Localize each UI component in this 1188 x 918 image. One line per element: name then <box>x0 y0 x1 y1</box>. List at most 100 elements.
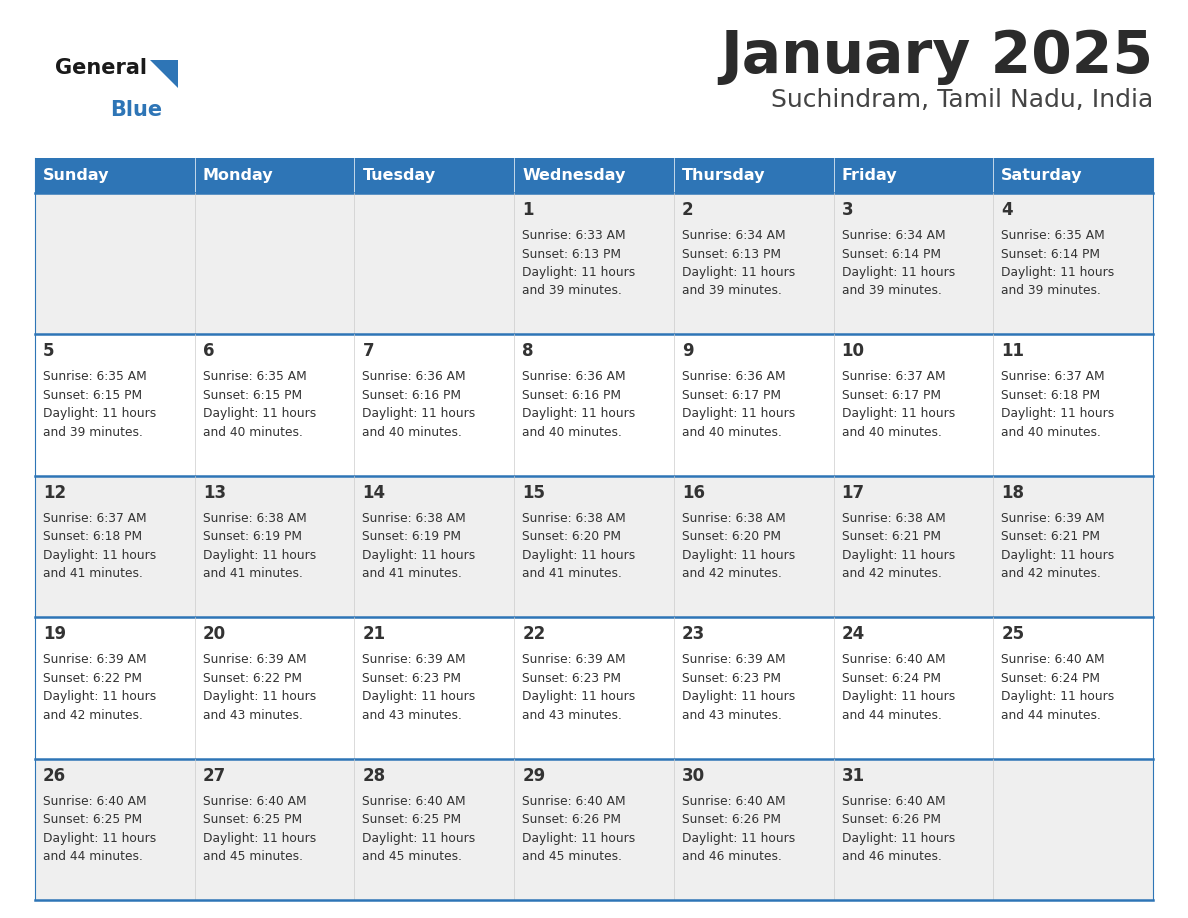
Text: Sunset: 6:14 PM: Sunset: 6:14 PM <box>841 248 941 261</box>
Text: Sunrise: 6:34 AM: Sunrise: 6:34 AM <box>841 229 946 242</box>
Text: and 40 minutes.: and 40 minutes. <box>523 426 623 439</box>
Text: Wednesday: Wednesday <box>523 168 626 183</box>
Text: and 41 minutes.: and 41 minutes. <box>523 567 623 580</box>
Text: 10: 10 <box>841 342 865 361</box>
Text: General: General <box>55 58 147 78</box>
Text: and 44 minutes.: and 44 minutes. <box>43 850 143 863</box>
Text: Sunrise: 6:35 AM: Sunrise: 6:35 AM <box>203 370 307 384</box>
Bar <box>34 758 1154 900</box>
Polygon shape <box>150 60 178 88</box>
Text: Sunset: 6:26 PM: Sunset: 6:26 PM <box>523 813 621 826</box>
Text: 9: 9 <box>682 342 694 361</box>
Text: Sunrise: 6:39 AM: Sunrise: 6:39 AM <box>523 654 626 666</box>
Text: 5: 5 <box>43 342 55 361</box>
Text: Sunset: 6:13 PM: Sunset: 6:13 PM <box>523 248 621 261</box>
Text: and 46 minutes.: and 46 minutes. <box>682 850 782 863</box>
Text: 22: 22 <box>523 625 545 644</box>
Text: Sunset: 6:22 PM: Sunset: 6:22 PM <box>43 672 143 685</box>
Text: 20: 20 <box>203 625 226 644</box>
Text: and 39 minutes.: and 39 minutes. <box>682 285 782 297</box>
Text: Sunset: 6:23 PM: Sunset: 6:23 PM <box>523 672 621 685</box>
Text: Sunrise: 6:40 AM: Sunrise: 6:40 AM <box>1001 654 1105 666</box>
Text: 25: 25 <box>1001 625 1024 644</box>
Text: Sunset: 6:25 PM: Sunset: 6:25 PM <box>43 813 143 826</box>
Text: and 42 minutes.: and 42 minutes. <box>682 567 782 580</box>
Text: Daylight: 11 hours: Daylight: 11 hours <box>682 266 795 279</box>
Text: Sunset: 6:24 PM: Sunset: 6:24 PM <box>841 672 941 685</box>
Text: Sunrise: 6:34 AM: Sunrise: 6:34 AM <box>682 229 785 242</box>
Text: Sunset: 6:26 PM: Sunset: 6:26 PM <box>682 813 781 826</box>
Text: Daylight: 11 hours: Daylight: 11 hours <box>362 690 475 703</box>
Text: Daylight: 11 hours: Daylight: 11 hours <box>1001 690 1114 703</box>
Text: Daylight: 11 hours: Daylight: 11 hours <box>841 549 955 562</box>
Text: and 39 minutes.: and 39 minutes. <box>1001 285 1101 297</box>
Text: and 40 minutes.: and 40 minutes. <box>841 426 941 439</box>
Text: Daylight: 11 hours: Daylight: 11 hours <box>523 408 636 420</box>
Text: 7: 7 <box>362 342 374 361</box>
Text: Daylight: 11 hours: Daylight: 11 hours <box>203 690 316 703</box>
Text: Daylight: 11 hours: Daylight: 11 hours <box>841 266 955 279</box>
Text: Sunrise: 6:38 AM: Sunrise: 6:38 AM <box>203 512 307 525</box>
Text: Sunset: 6:24 PM: Sunset: 6:24 PM <box>1001 672 1100 685</box>
Text: Daylight: 11 hours: Daylight: 11 hours <box>43 832 157 845</box>
Text: Daylight: 11 hours: Daylight: 11 hours <box>43 549 157 562</box>
Text: Sunday: Sunday <box>43 168 109 183</box>
Text: Daylight: 11 hours: Daylight: 11 hours <box>523 690 636 703</box>
Text: Saturday: Saturday <box>1001 168 1082 183</box>
Text: 21: 21 <box>362 625 386 644</box>
Text: Daylight: 11 hours: Daylight: 11 hours <box>682 832 795 845</box>
Text: and 41 minutes.: and 41 minutes. <box>203 567 303 580</box>
Text: Sunset: 6:23 PM: Sunset: 6:23 PM <box>362 672 461 685</box>
Text: Daylight: 11 hours: Daylight: 11 hours <box>682 408 795 420</box>
Text: and 43 minutes.: and 43 minutes. <box>203 709 303 722</box>
Text: Sunrise: 6:40 AM: Sunrise: 6:40 AM <box>43 795 146 808</box>
Text: Sunrise: 6:38 AM: Sunrise: 6:38 AM <box>682 512 785 525</box>
Text: and 40 minutes.: and 40 minutes. <box>362 426 462 439</box>
Text: Sunrise: 6:39 AM: Sunrise: 6:39 AM <box>203 654 307 666</box>
Text: Daylight: 11 hours: Daylight: 11 hours <box>203 549 316 562</box>
Text: Sunrise: 6:36 AM: Sunrise: 6:36 AM <box>523 370 626 384</box>
Text: Sunset: 6:19 PM: Sunset: 6:19 PM <box>362 531 461 543</box>
Text: Daylight: 11 hours: Daylight: 11 hours <box>523 832 636 845</box>
Text: Thursday: Thursday <box>682 168 765 183</box>
Text: 2: 2 <box>682 201 694 219</box>
Text: 13: 13 <box>203 484 226 502</box>
Text: 30: 30 <box>682 767 704 785</box>
Text: Friday: Friday <box>841 168 897 183</box>
Text: 14: 14 <box>362 484 386 502</box>
Text: Sunset: 6:20 PM: Sunset: 6:20 PM <box>682 531 781 543</box>
Text: and 43 minutes.: and 43 minutes. <box>523 709 623 722</box>
Text: and 40 minutes.: and 40 minutes. <box>1001 426 1101 439</box>
Text: Daylight: 11 hours: Daylight: 11 hours <box>523 549 636 562</box>
Text: Sunset: 6:21 PM: Sunset: 6:21 PM <box>1001 531 1100 543</box>
Text: 12: 12 <box>43 484 67 502</box>
Text: Sunset: 6:18 PM: Sunset: 6:18 PM <box>43 531 143 543</box>
Text: 16: 16 <box>682 484 704 502</box>
Text: Sunset: 6:18 PM: Sunset: 6:18 PM <box>1001 389 1100 402</box>
Text: Sunset: 6:22 PM: Sunset: 6:22 PM <box>203 672 302 685</box>
Text: 1: 1 <box>523 201 533 219</box>
Text: 19: 19 <box>43 625 67 644</box>
Text: and 40 minutes.: and 40 minutes. <box>203 426 303 439</box>
Text: 29: 29 <box>523 767 545 785</box>
Text: 8: 8 <box>523 342 533 361</box>
Text: Sunset: 6:17 PM: Sunset: 6:17 PM <box>841 389 941 402</box>
Text: and 45 minutes.: and 45 minutes. <box>203 850 303 863</box>
Bar <box>34 158 1154 193</box>
Text: 3: 3 <box>841 201 853 219</box>
Text: 6: 6 <box>203 342 214 361</box>
Text: 17: 17 <box>841 484 865 502</box>
Bar <box>34 193 1154 334</box>
Text: 18: 18 <box>1001 484 1024 502</box>
Text: Sunrise: 6:40 AM: Sunrise: 6:40 AM <box>203 795 307 808</box>
Text: 26: 26 <box>43 767 67 785</box>
Text: and 39 minutes.: and 39 minutes. <box>43 426 143 439</box>
Text: Sunrise: 6:37 AM: Sunrise: 6:37 AM <box>43 512 146 525</box>
Text: and 43 minutes.: and 43 minutes. <box>682 709 782 722</box>
Bar <box>34 617 1154 758</box>
Text: Sunset: 6:23 PM: Sunset: 6:23 PM <box>682 672 781 685</box>
Text: and 44 minutes.: and 44 minutes. <box>841 709 941 722</box>
Text: January 2025: January 2025 <box>720 28 1154 85</box>
Text: Daylight: 11 hours: Daylight: 11 hours <box>682 549 795 562</box>
Text: Sunrise: 6:40 AM: Sunrise: 6:40 AM <box>362 795 466 808</box>
